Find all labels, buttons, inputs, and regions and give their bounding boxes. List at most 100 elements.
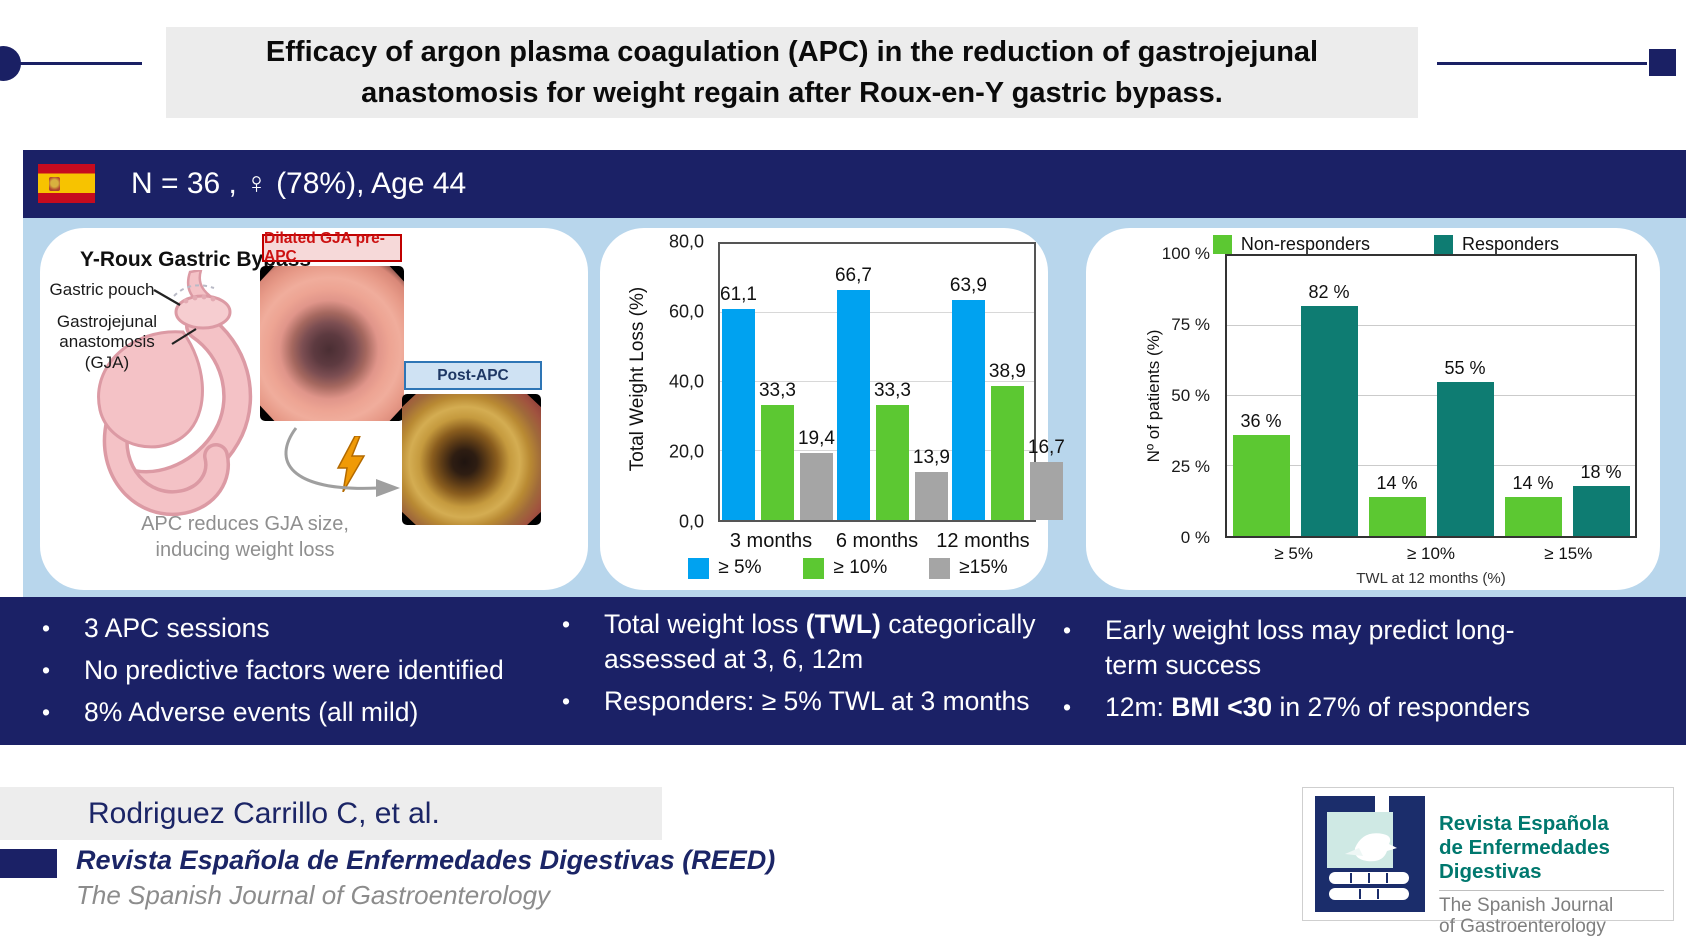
bar-group: 14 % 55 % <box>1363 256 1499 536</box>
legend-swatch <box>929 557 951 579</box>
legend-label: Responders <box>1462 234 1560 254</box>
bar-column: 61,1 <box>720 244 757 520</box>
logo-subtitle-line1: The Spanish Journal <box>1439 894 1614 916</box>
key-points-column-1: • 3 APC sessions • No predictive factors we… <box>42 611 547 737</box>
bar <box>721 309 755 520</box>
y-tick-label: 60,0 <box>668 301 704 322</box>
bullet-text: Total weight loss (TWL) categorically ass… <box>604 609 1036 674</box>
bar <box>836 289 870 520</box>
bar <box>1300 306 1358 536</box>
bullet-dot: • <box>562 611 571 637</box>
spain-flag-icon <box>38 164 95 203</box>
decor-line-left <box>14 62 142 65</box>
diagram-caption: APC reduces GJA size, inducing weight lo… <box>70 511 420 564</box>
bar-value-label: 36 % <box>1240 411 1282 432</box>
twl-bar-chart: Total Weight Loss (%) 80,0 60,0 40,0 20,0 0,… <box>600 228 1065 590</box>
citation-box: Rodriguez Carrillo C, et al. <box>0 787 662 840</box>
gja-label-line1: Gastrojejunal <box>56 312 158 331</box>
responders-bar-chart: Non-responders Responders Nº of patients … <box>1086 228 1660 590</box>
y-tick-label: 50 % <box>1171 386 1210 405</box>
bullet-text: Responders: ≥ 5% TWL at 3 months <box>604 685 1030 716</box>
bullet-item: • No predictive factors were identified <box>42 653 547 688</box>
bullet-item: • Responders: ≥ 5% TWL at 3 months <box>562 684 1052 719</box>
bar-column: 33,3 <box>759 244 796 520</box>
gja-label: Gastrojejunal anastomosis (GJA) <box>40 312 174 373</box>
bar <box>1368 496 1426 536</box>
legend-swatch <box>688 557 710 579</box>
twl-chart-plot-area: 61,1 33,3 19,4 66,7 33,3 13,9 63,9 38,9 16,7 <box>718 242 1065 522</box>
flag-emblem <box>49 177 60 191</box>
bar-group: 63,9 38,9 16,7 <box>950 244 1065 520</box>
journal-logo-box: Revista Española de Enfermedades Digesti… <box>1302 787 1674 937</box>
responders-chart-x-axis-label: TWL at 12 months (%) <box>1356 570 1506 587</box>
citation-text: Rodriguez Carrillo C, et al. <box>88 796 440 830</box>
bar <box>1572 485 1630 536</box>
bullet-text: 3 APC sessions <box>84 613 270 643</box>
bar-column: 14 % <box>1504 256 1562 536</box>
bar <box>875 405 909 520</box>
legend-item: Non-responders <box>1212 234 1370 255</box>
x-category-label: ≥ 5% <box>1274 544 1313 563</box>
gridline <box>1227 395 1635 396</box>
gja-label-line2: anastomosis <box>59 332 155 352</box>
lightning-icon <box>336 436 366 492</box>
gridline <box>720 381 1034 382</box>
twl-chart-legend: ≥ 5% ≥ 10% ≥15% <box>654 557 1042 579</box>
bullet-dot: • <box>1063 617 1072 643</box>
title-line-1: Efficacy of argon plasma coagulation (AP… <box>265 35 1319 68</box>
pre-apc-label: Dilated GJA pre-APC <box>262 230 402 265</box>
bar-column: 14 % <box>1368 256 1426 536</box>
y-tick-label: 25 % <box>1171 457 1210 476</box>
endoscopy-pre-apc-photo <box>260 266 404 421</box>
bullet-text: 8% Adverse events (all mild) <box>84 696 419 727</box>
bar-group: 36 % 82 % <box>1227 256 1363 536</box>
bar-value-label: 55 % <box>1444 358 1486 378</box>
bar-value-label: 14 % <box>1512 472 1554 493</box>
bullet-item: • 3 APC sessions <box>42 611 547 646</box>
journal-name: Revista Española de Enfermedades Digesti… <box>76 845 776 875</box>
journal-subtitle: The Spanish Journal of Gastroenterology <box>76 880 551 910</box>
bullet-text: No predictive factors were identified <box>84 654 504 685</box>
bullet-dot: • <box>42 615 51 641</box>
endoscopy-post-apc-photo <box>402 394 541 525</box>
title-banner: Efficacy of argon plasma coagulation (AP… <box>166 27 1418 118</box>
logo-subtitle-line2: of Gastroenterology <box>1439 916 1606 938</box>
decor-circle <box>0 46 21 81</box>
bullet-dot: • <box>1063 693 1072 720</box>
bullet-item: • 12m: BMI <30 in 27% of responders <box>1063 690 1633 725</box>
bar-column: 36 % <box>1232 256 1290 536</box>
bar <box>1504 496 1562 536</box>
responders-chart-plot-area: 36 % 82 % 14 % 55 % 14 % 18 % <box>1225 254 1637 538</box>
decor-line-right <box>1437 62 1647 65</box>
reed-logo-icon <box>1315 796 1425 912</box>
bar-value-label: 33,3 <box>758 380 796 402</box>
legend-item: Responders <box>1434 234 1559 255</box>
bullet-text: 12m: BMI <30 in 27% of responders <box>1105 691 1530 722</box>
bar-column: 55 % <box>1436 256 1494 536</box>
bar-value-label: 13,9 <box>912 447 950 469</box>
bar <box>799 453 833 520</box>
title-line-2: anastomosis for weight regain after Roux… <box>361 76 1223 109</box>
twl-chart-card: Total Weight Loss (%) 80,0 60,0 40,0 20,0 0,… <box>600 228 1065 590</box>
bar-column: 13,9 <box>913 244 950 520</box>
journal-logo-text: Revista Española de Enfermedades Digesti… <box>1439 812 1673 938</box>
post-apc-label: Post-APC <box>404 361 542 390</box>
legend-label: ≥ 10% <box>833 557 888 578</box>
bar <box>914 472 948 520</box>
diagram-caption-line1: APC reduces GJA size, <box>141 513 349 535</box>
gridline <box>720 312 1034 313</box>
responders-chart-x-categories: ≥ 5% ≥ 10% ≥ 15% <box>1225 544 1637 564</box>
bar-group: 61,1 33,3 19,4 <box>720 244 835 520</box>
legend-item: ≥ 10% <box>803 557 887 579</box>
bar <box>1436 382 1494 536</box>
bullet-item: • Early weight loss may predict long-term… <box>1063 613 1633 683</box>
x-category-label: ≥ 10% <box>1406 544 1456 563</box>
gastric-pouch-label: Gastric pouch <box>49 280 155 299</box>
diagram-card: Y-Roux Gastric Bypass <box>40 228 588 590</box>
x-category-label: 3 months <box>729 530 813 552</box>
bar-group: 66,7 33,3 13,9 <box>835 244 950 520</box>
gridline <box>1227 465 1635 466</box>
x-category-label: 6 months <box>835 530 919 552</box>
bar-column: 18 % <box>1572 256 1630 536</box>
y-tick-label: 0,0 <box>678 511 704 532</box>
